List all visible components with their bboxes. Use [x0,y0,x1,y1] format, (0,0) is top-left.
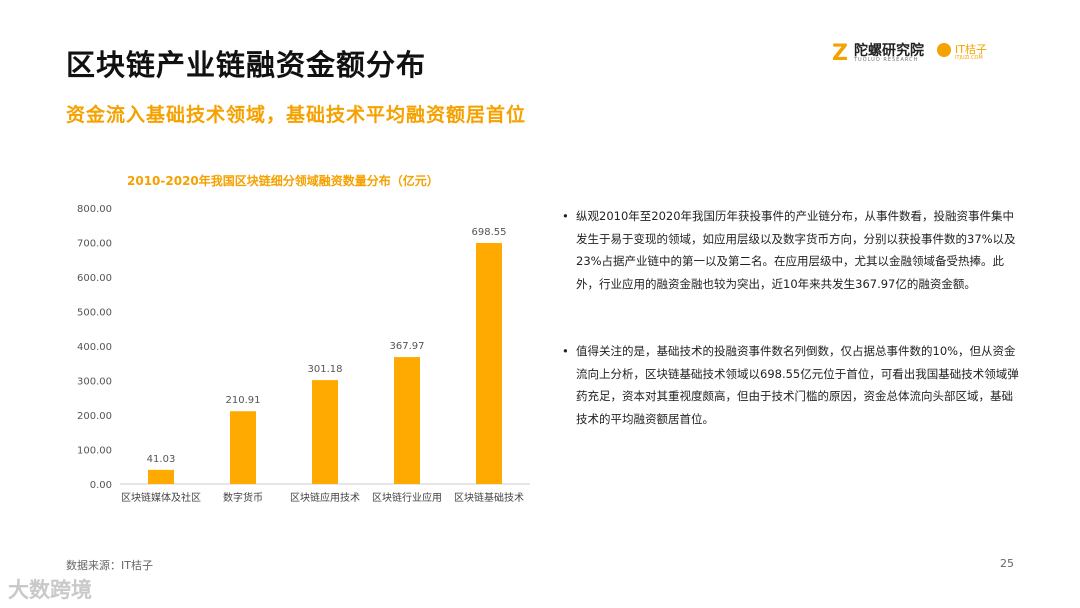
bar-value-label: 210.91 [226,395,261,406]
tuoluo-logo-sub: TUOLUO RESEARCH [854,57,919,63]
y-tick-label: 400.00 [77,342,112,353]
tuoluo-logo: Z 陀螺研究院 TUOLUO RESEARCH [832,41,992,66]
bar [394,357,420,484]
y-tick-label: 600.00 [77,273,112,284]
bullet-list: 纵观2010年至2020年我国历年获投事件的产业链分布，从事件数看，投融资事件集… [560,205,1020,430]
watermark: 大数跨境 [8,578,92,602]
x-tick-label: 区块链基础技术 [454,491,524,504]
chart-title: 2010-2020年我国区块链细分领域融资数量分布（亿元） [127,174,439,188]
y-tick-label: 300.00 [77,377,112,388]
y-tick-label: 800.00 [77,204,112,215]
z-logo-icon: Z [832,41,848,66]
data-source: 数据来源：IT桔子 [66,559,153,572]
bar-value-label: 698.55 [472,227,507,238]
bar-value-label: 367.97 [390,341,425,352]
page-number: 25 [1000,557,1014,570]
x-tick-label: 区块链应用技术 [290,491,360,504]
bar [312,380,338,484]
y-tick-label: 500.00 [77,308,112,319]
itjuzi-logo: IT桔子 ITJUZI.COM [937,41,1007,65]
bullet-item-1: 纵观2010年至2020年我国历年获投事件的产业链分布，从事件数看，投融资事件集… [560,205,1020,295]
bar-chart: 0.00 100.00 200.00 300.00 400.00 500.00 600.00… [77,204,530,504]
itjuzi-logo-name: IT桔子 [955,43,987,56]
x-tick-label: 区块链行业应用 [372,491,442,504]
y-tick-label: 200.00 [77,411,112,422]
bar [230,411,256,484]
page-title: 区块链产业链融资金额分布 [66,48,427,82]
bar [148,469,174,484]
itjuzi-logo-sub: ITJUZI.COM [955,55,983,61]
x-tick-label: 区块链媒体及社区 [121,491,201,504]
y-tick-label: 100.00 [77,446,112,457]
y-tick-label: 700.00 [77,239,112,250]
bar-value-label: 41.03 [147,454,176,465]
bullet-item-2: 值得关注的是，基础技术的投融资事件数名列倒数，仅占据总事件数的10%，但从资金流… [560,340,1020,430]
bar [476,243,502,484]
orange-logo-icon [937,43,951,57]
bar-value-label: 301.18 [308,364,343,375]
y-tick-label: 0.00 [90,480,112,491]
x-tick-label: 数字货币 [223,491,263,504]
tuoluo-logo-name: 陀螺研究院 [854,43,924,59]
page-subtitle: 资金流入基础技术领域，基础技术平均融资额居首位 [66,104,527,126]
